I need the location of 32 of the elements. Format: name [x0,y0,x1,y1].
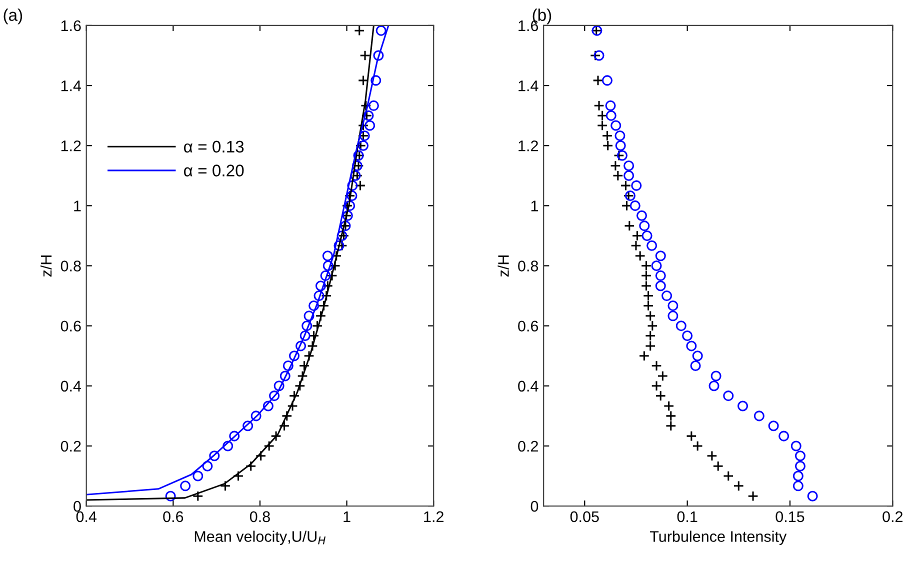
x-tick-label: 0.05 [570,511,599,522]
x-axis-title: Turbulence Intensity [650,530,787,545]
y-tick-label: 1.4 [61,80,82,92]
y-tick-label: 0.8 [60,260,81,272]
x-tick-label: 0.2 [882,511,902,522]
legend-label: α = 0.20 [184,164,244,176]
y-tick-label: 0 [530,500,538,512]
y-tick-label: 1.2 [518,140,538,152]
y-tick-label: 0.2 [60,440,81,452]
y-tick-label: 0.4 [518,380,538,392]
y-axis-title: z/H [498,256,509,277]
y-tick-label: 0.6 [518,320,538,332]
x-tick-label: 0.15 [776,511,804,522]
y-tick-label: 0.4 [60,380,82,392]
x-tick-label: 0.1 [677,511,698,522]
y-tick-label: 1.6 [61,20,81,32]
x-axis-title: Mean velocity,U/U$_{H}$ [194,530,326,545]
x-tick-label: 0.6 [163,511,184,522]
y-axis-title: z/H [40,256,52,277]
y-tick-label: 0 [74,500,81,512]
x-tick-label: 1.2 [424,511,444,522]
legend-label: α = 0.13 [184,140,244,153]
y-tick-label: 0.2 [518,440,538,452]
y-tick-label: 1 [74,200,81,212]
x-tick-label: 1 [344,511,350,522]
y-tick-label: 0.6 [60,320,81,332]
x-tick-label: 0.8 [250,511,270,522]
chart-title: (a) [4,8,22,24]
y-tick-label: 0.8 [518,260,538,272]
y-tick-label: 1 [531,200,538,212]
y-tick-label: 1.2 [61,140,81,152]
y-tick-label: 1.4 [518,80,538,92]
